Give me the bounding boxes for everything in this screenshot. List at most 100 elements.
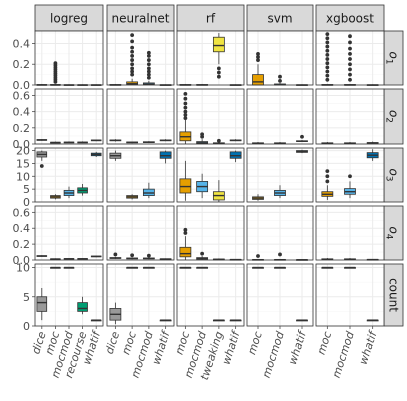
facet-panel: [106, 263, 175, 327]
y-tick-label: 0.6: [13, 89, 31, 102]
outlier-point: [325, 48, 330, 53]
facet-panel: [315, 30, 385, 86]
y-tick-label: 0.0: [13, 79, 31, 92]
outlier-point: [256, 55, 260, 59]
y-tick-label: 5: [23, 291, 30, 304]
panel-background: [107, 206, 174, 260]
outlier-point: [183, 91, 188, 96]
outlier-point: [200, 251, 205, 256]
panel-border: [315, 147, 385, 203]
outlier-point: [183, 227, 188, 232]
outlier-point: [146, 69, 151, 74]
column-strip: [246, 4, 314, 32]
facet-panel: [176, 205, 245, 261]
y-tick-label: 0.4: [13, 106, 31, 119]
outlier-point: [325, 40, 330, 45]
outlier-point: [146, 66, 151, 71]
outlier-point: [256, 58, 260, 62]
x-tick-label: mocmod: [330, 329, 357, 380]
outlier-point: [325, 61, 330, 66]
row-strip-label: count: [387, 278, 401, 312]
outlier-point: [325, 77, 330, 82]
outlier-point: [146, 58, 151, 62]
column-strip-label: neuralnet: [112, 12, 170, 26]
panel-border: [106, 88, 175, 145]
outlier-point: [278, 78, 282, 83]
outlier-point: [325, 169, 330, 174]
outlier-point: [325, 44, 330, 49]
y-tick-label: 5: [23, 183, 30, 196]
outlier-point: [130, 66, 135, 71]
facet-panel: [315, 88, 385, 145]
outlier-point: [325, 65, 330, 70]
y-tick-label: 0.2: [13, 122, 31, 135]
facet-panel: [246, 147, 314, 203]
panel-border: [246, 30, 314, 86]
panel-border: [246, 88, 314, 145]
outlier-point: [146, 75, 151, 80]
outlier-point: [183, 96, 188, 101]
outlier-point: [183, 231, 188, 235]
panel-border: [106, 147, 175, 203]
facet-panel: [176, 30, 245, 86]
panel-border: [34, 205, 104, 261]
y-tick-label: 0: [23, 320, 30, 333]
outlier-point: [278, 74, 282, 79]
y-tick-label: 10: [16, 262, 30, 275]
outlier-point: [348, 34, 352, 39]
outlier-point: [130, 62, 135, 67]
y-tick-label: 10: [16, 170, 30, 183]
outlier-point: [256, 254, 260, 258]
outlier-point: [325, 36, 330, 41]
outlier-point: [130, 54, 135, 58]
panel-border: [315, 88, 385, 145]
outlier-point: [348, 174, 352, 179]
outlier-point: [183, 109, 188, 114]
panel-border: [176, 147, 245, 203]
facet-panel: [34, 88, 104, 145]
outlier-point: [325, 69, 330, 74]
outlier-point: [325, 52, 330, 57]
outlier-point: [348, 62, 352, 67]
outlier-point: [348, 51, 352, 56]
outlier-point: [130, 39, 135, 44]
facet-panel: [176, 263, 245, 327]
y-tick-label: 0.4: [13, 37, 31, 50]
facet-panel: [34, 205, 104, 261]
facet-panel: [176, 88, 245, 145]
outlier-point: [130, 33, 135, 38]
outlier-point: [53, 61, 58, 66]
column-strip-label: xgboost: [326, 12, 374, 26]
column-strip-label: rf: [206, 12, 216, 26]
panel-border: [315, 205, 385, 261]
x-tick-label: whatif: [357, 328, 381, 366]
panel-border: [106, 205, 175, 261]
y-tick-label: 20: [16, 145, 30, 158]
panel-border: [34, 147, 104, 203]
outlier-point: [200, 132, 205, 137]
outlier-point: [216, 138, 221, 143]
outlier-point: [348, 46, 352, 51]
column-strip: [176, 4, 245, 32]
outlier-point: [113, 252, 118, 257]
outlier-point: [130, 45, 135, 50]
panel-border: [315, 30, 385, 86]
facet-panel: [246, 205, 314, 261]
y-tick-label: 0.2: [13, 238, 31, 251]
y-tick-label: 0: [23, 196, 30, 209]
outlier-point: [130, 69, 135, 74]
y-tick-label: 0.4: [13, 222, 31, 235]
facet-panel: [106, 88, 175, 145]
x-tick-label: moc: [315, 330, 335, 356]
outlier-point: [183, 112, 188, 117]
outlier-point: [325, 73, 330, 78]
outlier-point: [348, 72, 352, 77]
outlier-point: [348, 77, 352, 82]
panel-border: [176, 263, 245, 327]
outlier-point: [216, 70, 221, 75]
panel-border: [106, 30, 175, 86]
outlier-point: [130, 58, 135, 62]
facet-panel: [315, 205, 385, 261]
panel-background: [107, 31, 174, 85]
outlier-point: [130, 253, 135, 258]
